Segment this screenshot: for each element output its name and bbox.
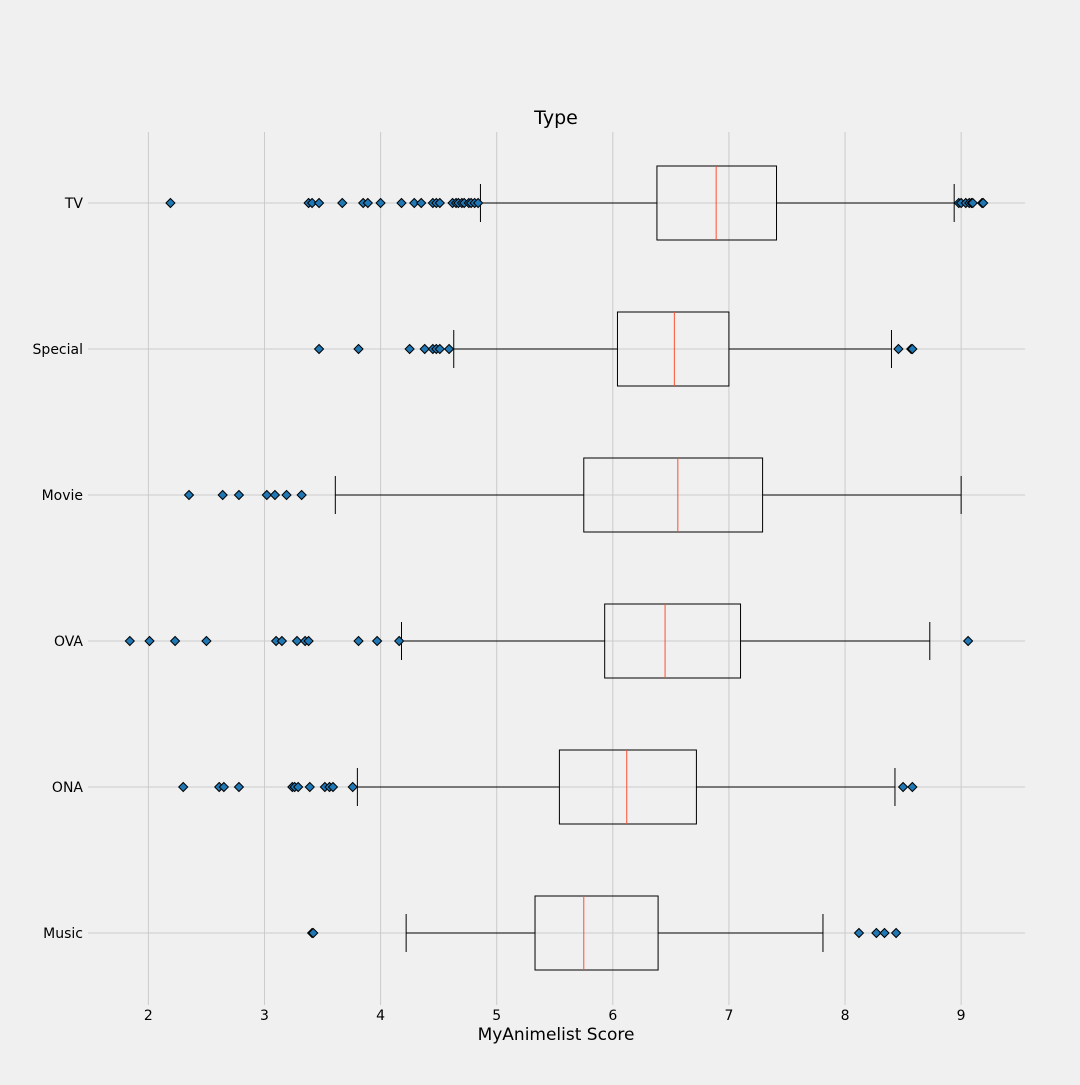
flier-point: [396, 197, 407, 209]
flier-point: [362, 197, 374, 209]
flier-point: [327, 781, 339, 793]
x-tick-label: 7: [724, 1008, 733, 1024]
flier-point: [292, 781, 304, 793]
x-tick-label: 8: [841, 1008, 850, 1024]
flier-point: [897, 781, 909, 793]
flier-point: [967, 197, 978, 209]
flier-point: [303, 635, 314, 647]
x-axis-label: MyAnimelist Score: [478, 1025, 635, 1045]
flier-point: [393, 635, 405, 647]
flier-point: [261, 489, 273, 501]
flier-point: [276, 635, 288, 647]
flier-point: [183, 489, 195, 501]
flier-point: [347, 781, 358, 793]
box-iqr: [656, 165, 778, 241]
flier-point: [217, 489, 228, 501]
flier-point: [233, 781, 245, 793]
box-iqr: [558, 749, 697, 825]
y-tick-label: TV: [64, 196, 84, 212]
x-tick-label: 4: [376, 1008, 385, 1024]
flier-point: [907, 781, 918, 793]
flier-point: [890, 927, 902, 939]
box-iqr: [604, 603, 742, 679]
flier-point: [434, 197, 446, 209]
y-tick-label: Movie: [42, 488, 83, 504]
box-iqr: [534, 895, 659, 971]
flier-point: [144, 635, 155, 647]
x-tick-label: 6: [608, 1008, 617, 1024]
box-iqr: [583, 457, 764, 533]
flier-point: [353, 635, 364, 647]
flier-point: [308, 927, 319, 939]
y-tick-label: ONA: [52, 780, 83, 796]
flier-point: [893, 343, 904, 355]
flier-point: [962, 635, 974, 647]
box-iqr: [616, 311, 730, 387]
flier-point: [416, 197, 427, 209]
flier-point: [409, 197, 420, 209]
flier-point: [296, 489, 307, 501]
flier-point: [375, 197, 386, 209]
flier-point: [124, 635, 136, 647]
flier-point: [291, 635, 303, 647]
flier-point: [165, 197, 176, 209]
flier-point: [353, 343, 364, 355]
flier-point: [443, 343, 455, 355]
flier-point: [907, 343, 918, 355]
x-tick-label: 3: [260, 1008, 269, 1024]
box-layer: [334, 165, 962, 971]
flier-point: [853, 927, 865, 939]
flier-point: [977, 197, 989, 209]
flier-point: [313, 197, 325, 209]
label-layer: 2 3 4 5 6 7 8 9 TV Special Movie OVA ONA Music: [33, 196, 966, 1024]
flier-point: [371, 635, 383, 647]
flier-point: [871, 927, 882, 939]
flier-point: [337, 197, 348, 209]
grid-layer: [88, 132, 1025, 1005]
flier-point: [178, 781, 189, 793]
flier-point: [879, 927, 890, 939]
y-tick-label: Music: [43, 926, 83, 942]
x-tick-label: 2: [144, 1008, 153, 1024]
x-tick-label: 9: [957, 1008, 966, 1024]
flier-point: [169, 635, 181, 647]
flier-point: [233, 489, 245, 501]
flier-point: [304, 781, 315, 793]
y-tick-label: Special: [33, 342, 83, 358]
flier-point: [472, 197, 484, 209]
chart-title: Type: [533, 107, 578, 129]
y-tick-label: OVA: [54, 634, 83, 650]
flier-point: [434, 343, 446, 355]
flier-layer: [124, 197, 989, 939]
flier-point: [281, 489, 292, 501]
flier-point: [404, 343, 415, 355]
flier-point: [201, 635, 212, 647]
flier-point: [269, 489, 281, 501]
flier-point: [306, 197, 318, 209]
flier-point: [419, 343, 430, 355]
flier-point: [313, 343, 325, 355]
flier-point: [218, 781, 230, 793]
x-tick-label: 5: [492, 1008, 501, 1024]
